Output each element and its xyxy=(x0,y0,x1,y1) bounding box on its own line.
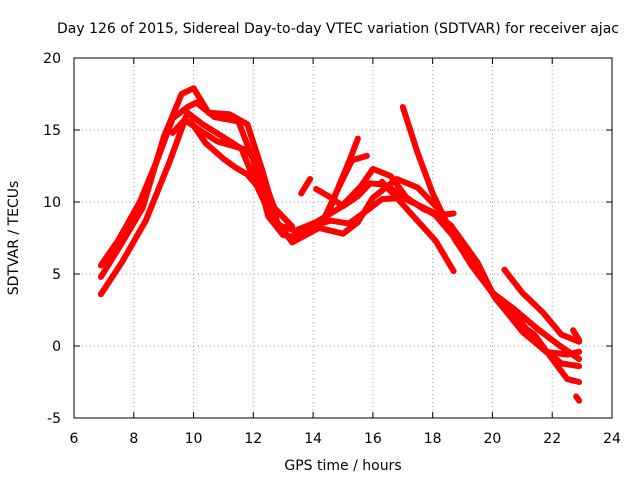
x-tick-label: 14 xyxy=(304,431,322,447)
x-tick-label: 16 xyxy=(364,431,382,447)
series-track-14 xyxy=(570,327,583,344)
series-track-15 xyxy=(573,393,583,404)
x-tick-label: 24 xyxy=(603,431,621,447)
x-tick-label: 6 xyxy=(70,431,79,447)
series-track-12 xyxy=(474,265,583,385)
x-tick-label: 22 xyxy=(543,431,561,447)
data-series xyxy=(97,85,583,404)
x-tick-label: 8 xyxy=(129,431,138,447)
axis-ticks xyxy=(73,57,613,419)
x-tick-labels: 6 8 10 12 14 16 18 20 22 24 xyxy=(70,431,621,447)
y-tick-label: 0 xyxy=(52,339,61,355)
y-tick-label: 5 xyxy=(52,267,61,283)
y-tick-label: 20 xyxy=(43,51,61,67)
plot-frame xyxy=(73,57,613,419)
series-track-6 xyxy=(298,176,314,197)
x-tick-label: 18 xyxy=(424,431,442,447)
chart-title: Day 126 of 2015, Sidereal Day-to-day VTE… xyxy=(57,21,619,37)
y-tick-label: -5 xyxy=(47,411,61,427)
y-axis-label: SDTVAR / TECUs xyxy=(6,181,22,296)
x-tick-label: 12 xyxy=(244,431,262,447)
series-track-10 xyxy=(378,178,457,275)
x-axis-label: GPS time / hours xyxy=(284,458,401,474)
x-tick-label: 20 xyxy=(484,431,502,447)
x-tick-label: 10 xyxy=(185,431,203,447)
series-track-13 xyxy=(501,266,583,345)
y-tick-labels: -5 0 5 10 15 20 xyxy=(43,51,61,427)
series-track-9 xyxy=(322,152,370,220)
series-track-5 xyxy=(187,118,281,218)
y-tick-label: 15 xyxy=(43,123,61,139)
y-tick-label: 10 xyxy=(43,195,61,211)
series-track-11 xyxy=(399,104,469,252)
